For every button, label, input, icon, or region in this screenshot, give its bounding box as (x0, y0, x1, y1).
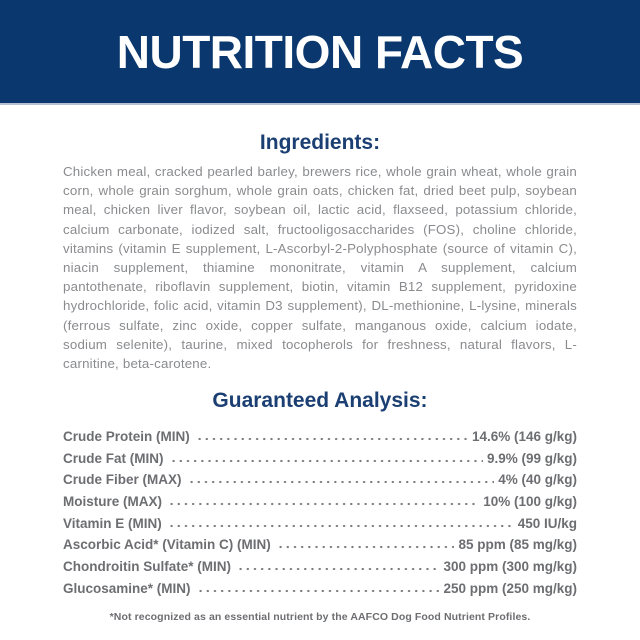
table-row: Glucosamine* (MIN) 250 ppm (250 mg/kg) (63, 574, 577, 596)
guaranteed-analysis-heading: Guaranteed Analysis: (212, 389, 428, 413)
label-content: Ingredients: Chicken meal, cracked pearl… (0, 105, 640, 623)
nutrient-label: Crude Protein (MIN) (63, 428, 190, 444)
nutrient-label: Moisture (MAX) (63, 493, 162, 509)
nutrient-label: Chondroitin Sulfate* (MIN) (63, 559, 231, 575)
dotted-leader (185, 480, 495, 485)
nutrition-facts-banner: NUTRITION FACTS (0, 0, 640, 105)
table-row: Crude Fat (MIN) 9.9% (99 g/kg) (63, 444, 577, 466)
nutrient-value: 10% (100 g/kg) (483, 493, 577, 509)
table-row: Vitamin E (MIN) 450 IU/kg (63, 509, 577, 531)
dotted-leader (193, 436, 468, 441)
nutrient-label: Glucosamine* (MIN) (63, 580, 191, 596)
nutrient-label: Vitamin E (MIN) (63, 515, 162, 531)
table-row: Crude Fiber (MAX) 4% (40 g/kg) (63, 466, 577, 488)
ingredients-paragraph: Chicken meal, cracked pearled barley, br… (63, 164, 577, 372)
dotted-leader (165, 523, 514, 528)
table-row: Chondroitin Sulfate* (MIN) 300 ppm (300 … (63, 552, 577, 574)
table-row: Moisture (MAX) 10% (100 g/kg) (63, 487, 577, 509)
table-row: Crude Protein (MIN) 14.6% (146 g/kg) (63, 422, 577, 444)
nutrient-value: 300 ppm (300 mg/kg) (443, 559, 577, 575)
nutrient-value: 450 IU/kg (517, 515, 577, 531)
nutrient-value: 14.6% (146 g/kg) (471, 428, 577, 444)
dotted-leader (194, 588, 440, 593)
nutrient-value: 250 ppm (250 mg/kg) (443, 580, 577, 596)
dotted-leader (274, 545, 455, 550)
dotted-leader (234, 567, 440, 572)
nutrient-label: Crude Fat (MIN) (63, 450, 164, 466)
nutrient-label: Crude Fiber (MAX) (63, 472, 182, 488)
dotted-leader (167, 458, 483, 463)
aafco-footnote: *Not recognized as an essential nutrient… (109, 610, 531, 623)
nutrient-value: 9.9% (99 g/kg) (486, 450, 577, 466)
guaranteed-analysis-table: Crude Protein (MIN) 14.6% (146 g/kg) Cru… (63, 422, 577, 596)
nutrient-value: 4% (40 g/kg) (498, 472, 577, 488)
table-row: Ascorbic Acid* (Vitamin C) (MIN) 85 ppm … (63, 531, 577, 553)
nutrient-value: 85 ppm (85 mg/kg) (458, 537, 577, 553)
dotted-leader (166, 501, 480, 506)
page-title: NUTRITION FACTS (116, 25, 524, 78)
ingredients-heading: Ingredients: (259, 131, 381, 154)
nutrient-label: Ascorbic Acid* (Vitamin C) (MIN) (63, 537, 271, 553)
